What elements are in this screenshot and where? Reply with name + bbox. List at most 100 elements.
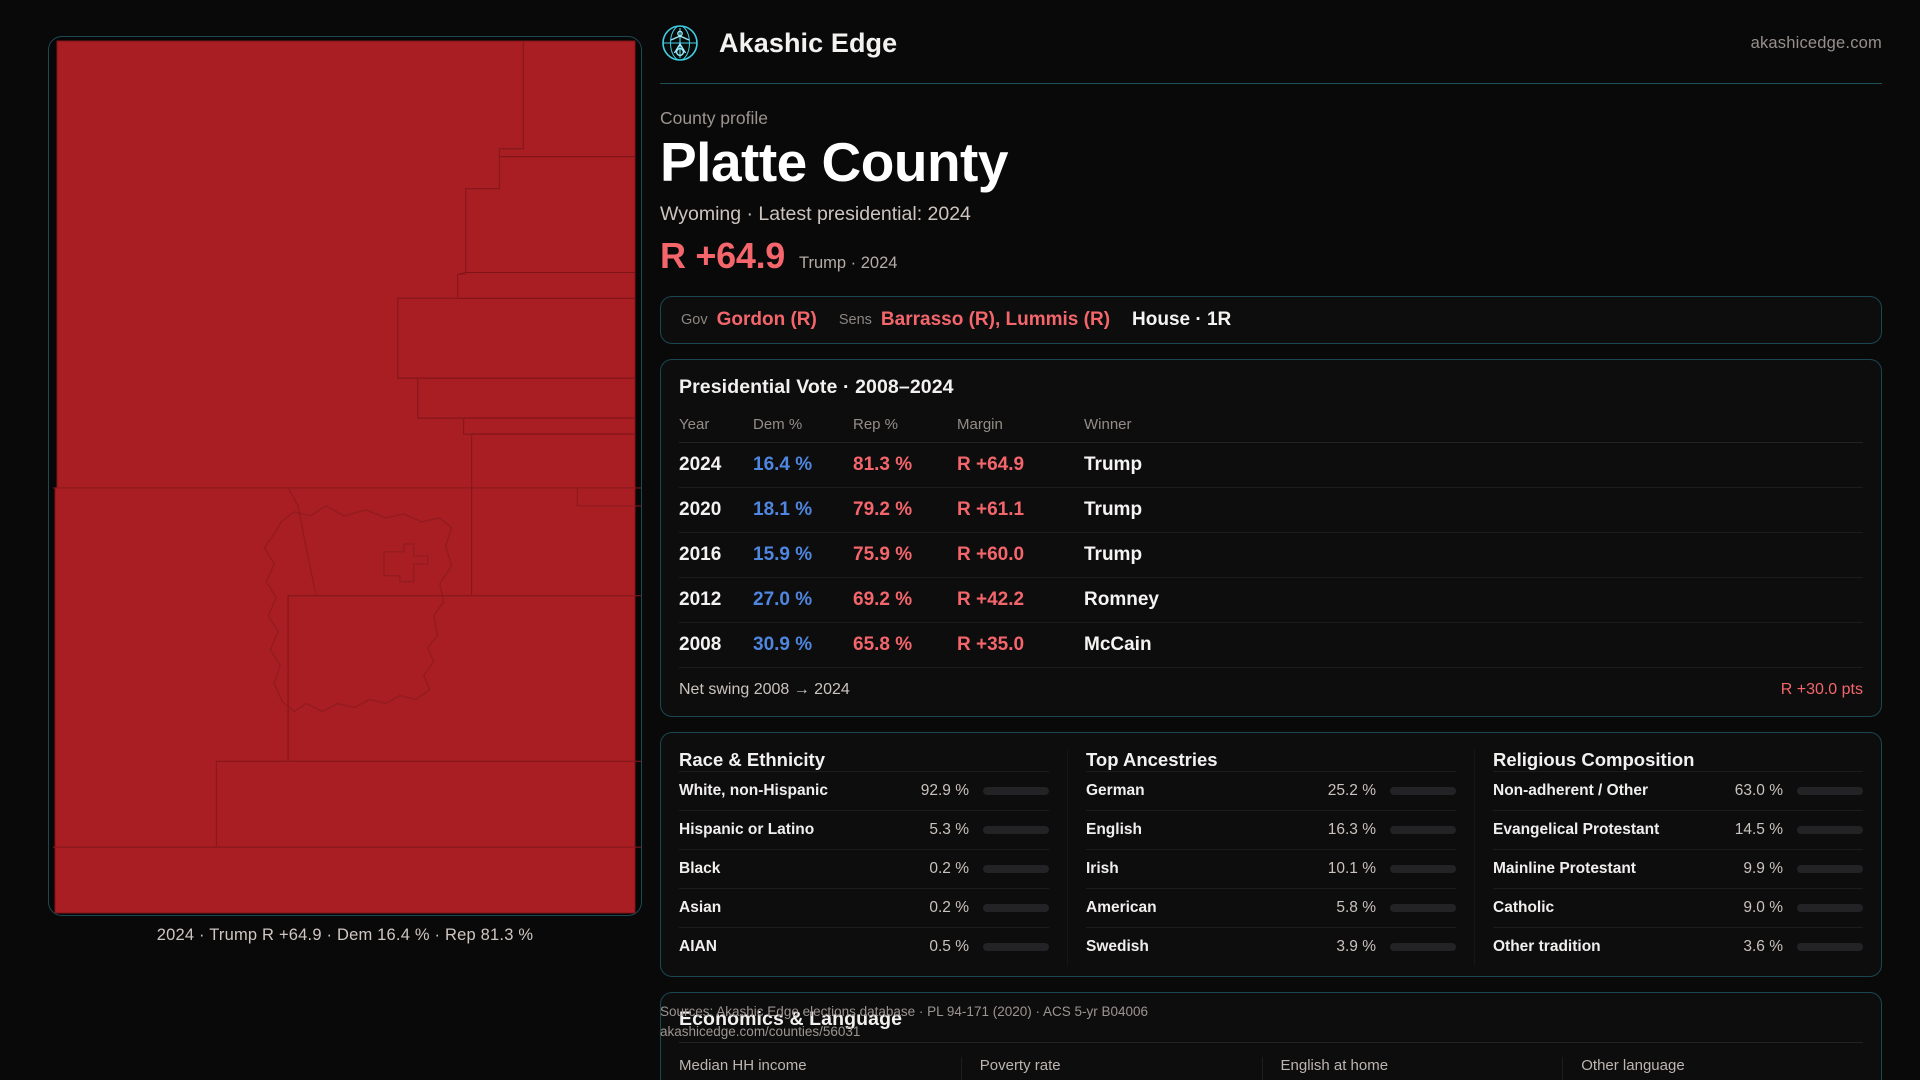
row-bar	[983, 826, 1049, 835]
row-value: 16.3 %	[1327, 821, 1376, 839]
list-item: Asian 0.2 %	[679, 888, 1049, 927]
row-label: AIAN	[679, 938, 717, 956]
map-caption: 2024 · Trump R +64.9 · Dem 16.4 % · Rep …	[156, 926, 534, 944]
list-item: Mainline Protestant 9.9 %	[1493, 849, 1863, 888]
econ-cell-median-hh-income: Median HH income $33,866	[679, 1057, 961, 1080]
race-ethnicity-column: Race & Ethnicity White, non-Hispanic 92.…	[661, 749, 1067, 966]
net-swing-row: Net swing 2008 → 2024 R +30.0 pts	[679, 668, 1863, 710]
house-value: House · 1R	[1132, 309, 1232, 331]
sources-line-1: Sources: Akashic Edge elections database…	[660, 1004, 1149, 1019]
gov-value[interactable]: Gordon (R)	[716, 309, 817, 331]
row-label: White, non-Hispanic	[679, 782, 828, 800]
sources-line-2[interactable]: akashicedge.com/counties/56031	[660, 1023, 861, 1039]
cell-year: 2016	[679, 532, 753, 579]
list-item: Hispanic or Latino 5.3 %	[679, 810, 1049, 849]
row-bar	[1390, 787, 1456, 796]
table-row[interactable]: 2024 16.4 % 81.3 % R +64.9 Trump	[679, 442, 1863, 489]
page-subtitle: Wyoming · Latest presidential: 2024	[660, 203, 971, 226]
row-value: 25.2 %	[1327, 782, 1376, 800]
presidential-vote-table: Year Dem % Rep % Margin Winner 2024 16.4…	[679, 407, 1863, 669]
list-item: Non-adherent / Other 63.0 %	[1493, 771, 1863, 810]
presidential-vote-title: Presidential Vote · 2008–2024	[679, 376, 954, 399]
demographics-card: Race & Ethnicity White, non-Hispanic 92.…	[660, 732, 1882, 978]
cell-winner: Trump	[1084, 442, 1863, 489]
row-label: Non-adherent / Other	[1493, 782, 1649, 800]
row-label: American	[1086, 899, 1157, 917]
county-map-frame[interactable]	[48, 36, 642, 916]
row-bar	[1797, 865, 1863, 874]
cell-winner: McCain	[1084, 622, 1863, 669]
col-margin: Margin	[957, 407, 1084, 444]
economics-grid: Median HH income $33,866 Poverty rate 11…	[679, 1042, 1863, 1080]
sens-value[interactable]: Barrasso (R), Lummis (R)	[880, 309, 1111, 331]
row-label: Catholic	[1493, 899, 1555, 917]
row-label: Asian	[679, 899, 722, 917]
row-bar	[1797, 787, 1863, 796]
row-label: Other tradition	[1493, 938, 1601, 956]
row-bar	[1797, 904, 1863, 913]
religious-composition-title: Religious Composition	[1493, 749, 1695, 771]
religious-composition-column: Religious Composition Non-adherent / Oth…	[1474, 749, 1881, 967]
table-row[interactable]: 2012 27.0 % 69.2 % R +42.2 Romney	[679, 577, 1863, 624]
col-winner: Winner	[1084, 407, 1863, 444]
gov-label: Gov	[681, 312, 708, 329]
brand-url: akashicedge.com	[1750, 33, 1882, 52]
cell-year: 2008	[679, 622, 753, 669]
officials-bar: Gov Gordon (R) Sens Barrasso (R), Lummis…	[660, 296, 1882, 345]
cell-rep: 81.3 %	[853, 442, 957, 489]
econ-label: English at home	[1280, 1057, 1389, 1075]
brand-bar: Akashic Edge akashicedge.com	[660, 0, 1882, 66]
row-bar	[983, 904, 1049, 913]
cell-margin: R +42.2	[957, 577, 1084, 624]
table-row[interactable]: 2016 15.9 % 75.9 % R +60.0 Trump	[679, 532, 1863, 579]
row-bar	[1797, 943, 1863, 952]
cell-margin: R +35.0	[957, 622, 1084, 669]
economics-title: Economics & Language	[679, 1008, 903, 1031]
cell-dem: 16.4 %	[753, 442, 853, 489]
list-item: White, non-Hispanic 92.9 %	[679, 771, 1049, 810]
row-value: 9.9 %	[1743, 860, 1783, 878]
row-value: 14.5 %	[1734, 821, 1783, 839]
econ-cell-english-at-home: English at home 95.3 %	[1261, 1057, 1563, 1080]
row-bar	[983, 787, 1049, 796]
top-ancestries-column: Top Ancestries German 25.2 % English 16.…	[1067, 749, 1474, 967]
row-label: Evangelical Protestant	[1493, 821, 1660, 839]
cell-rep: 75.9 %	[853, 532, 957, 579]
cell-margin: R +61.1	[957, 487, 1084, 534]
page-kicker: County profile	[660, 108, 768, 128]
table-row[interactable]: 2020 18.1 % 79.2 % R +61.1 Trump	[679, 487, 1863, 534]
econ-cell-other-language: Other language 4.7 %	[1562, 1057, 1863, 1080]
county-map-svg	[52, 40, 641, 914]
right-column: Akashic Edge akashicedge.com County prof…	[660, 0, 1882, 1080]
row-label: English	[1086, 821, 1142, 839]
net-swing-label: Net swing 2008 → 2024	[679, 681, 850, 699]
sens-label: Sens	[838, 312, 872, 329]
list-item: Black 0.2 %	[679, 849, 1049, 888]
row-value: 0.2 %	[929, 899, 969, 917]
row-label: Swedish	[1086, 938, 1149, 956]
cell-dem: 27.0 %	[753, 577, 853, 624]
row-bar	[983, 943, 1049, 952]
cell-year: 2024	[679, 442, 753, 489]
cell-year: 2012	[679, 577, 753, 624]
list-item: American 5.8 %	[1086, 888, 1456, 927]
headline-margin-value: R +64.9	[660, 235, 785, 277]
list-item: German 25.2 %	[1086, 771, 1456, 810]
row-bar	[1390, 904, 1456, 913]
col-year: Year	[679, 407, 753, 444]
row-value: 9.0 %	[1743, 899, 1783, 917]
cell-dem: 15.9 %	[753, 532, 853, 579]
list-item: AIAN 0.5 %	[679, 927, 1049, 966]
list-item: Evangelical Protestant 14.5 %	[1493, 810, 1863, 849]
page-title: Platte County	[660, 131, 1008, 193]
row-value: 0.2 %	[929, 860, 969, 878]
row-label: German	[1086, 782, 1145, 800]
cell-rep: 65.8 %	[853, 622, 957, 669]
row-value: 92.9 %	[920, 782, 969, 800]
row-value: 0.5 %	[929, 938, 969, 956]
akashic-emblem-icon	[662, 25, 698, 61]
row-value: 5.3 %	[929, 821, 969, 839]
table-row[interactable]: 2008 30.9 % 65.8 % R +35.0 McCain	[679, 622, 1863, 669]
list-item: English 16.3 %	[1086, 810, 1456, 849]
sources-note: Sources: Akashic Edge elections database…	[660, 1002, 1148, 1041]
